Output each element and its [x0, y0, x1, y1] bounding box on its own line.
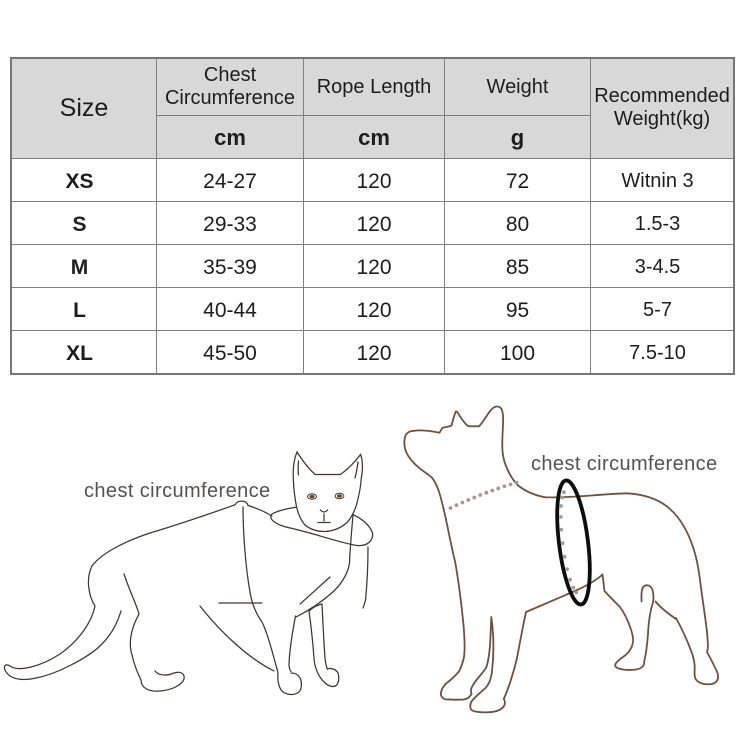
svg-text:chest circumference: chest circumference [531, 453, 718, 475]
svg-text:chest circumference: chest circumference [84, 480, 271, 502]
